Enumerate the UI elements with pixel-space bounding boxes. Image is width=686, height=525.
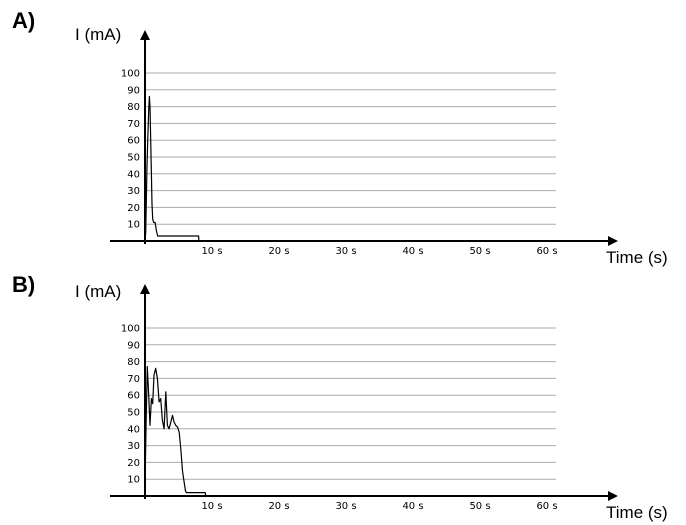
series-line [144,366,209,497]
x-tick-label: 40 s [402,246,423,257]
y-tick-label: 10 [127,220,140,231]
axes [110,284,618,501]
x-tick-label: 10 s [201,501,222,512]
current-trace [144,366,209,497]
panel-label: B) [12,272,35,297]
axes [110,30,618,246]
y-tick-label: 30 [127,186,140,197]
x-tick-labels: 10 s 20 s 30 s 40 s 50 s 60 s [201,501,557,512]
panel-a: A) I (mA) Time (s) 10 20 30 40 50 60 70 80 90 100… [12,8,668,267]
series-line [144,95,202,242]
grid-lines [145,72,556,225]
y-tick-label: 90 [127,340,140,351]
x-tick-label: 20 s [268,501,289,512]
y-tick-labels: 10 20 30 40 50 60 70 80 90 100 [121,69,140,231]
y-tick-label: 50 [127,408,140,419]
y-tick-label: 60 [127,391,140,402]
x-tick-label: 20 s [268,246,289,257]
x-tick-label: 30 s [335,501,356,512]
y-tick-label: 90 [127,85,140,96]
x-tick-label: 40 s [402,501,423,512]
y-tick-label: 20 [127,458,140,469]
y-tick-label: 100 [121,69,140,80]
current-trace [144,95,202,242]
y-tick-label: 70 [127,119,140,130]
y-tick-label: 20 [127,203,140,214]
x-tick-label: 50 s [469,246,490,257]
y-tick-label: 40 [127,169,140,180]
y-axis-arrow [140,30,150,40]
y-tick-label: 70 [127,374,140,385]
x-axis-label: Time (s) [606,248,668,267]
y-tick-labels: 10 20 30 40 50 60 70 80 90 100 [121,324,140,486]
x-axis-arrow [608,236,618,246]
y-axis-arrow [140,284,150,294]
y-tick-label: 30 [127,441,140,452]
y-tick-label: 40 [127,424,140,435]
grid-lines [145,327,556,480]
x-axis-arrow [608,491,618,501]
y-tick-label: 80 [127,357,140,368]
x-axis-label: Time (s) [606,503,668,522]
y-tick-label: 80 [127,102,140,113]
panel-b: B) I (mA) Time (s) 10 20 30 40 50 60 70 80 90 100… [12,272,668,522]
x-tick-label: 60 s [536,501,557,512]
x-tick-label: 30 s [335,246,356,257]
y-tick-label: 100 [121,324,140,335]
y-axis-label: I (mA) [75,282,121,301]
x-tick-label: 50 s [469,501,490,512]
x-tick-label: 60 s [536,246,557,257]
panel-label: A) [12,8,35,33]
y-tick-label: 50 [127,153,140,164]
y-axis-label: I (mA) [75,25,121,44]
y-tick-label: 60 [127,136,140,147]
x-tick-label: 10 s [201,246,222,257]
y-tick-label: 10 [127,475,140,486]
x-tick-labels: 10 s 20 s 30 s 40 s 50 s 60 s [201,246,557,257]
